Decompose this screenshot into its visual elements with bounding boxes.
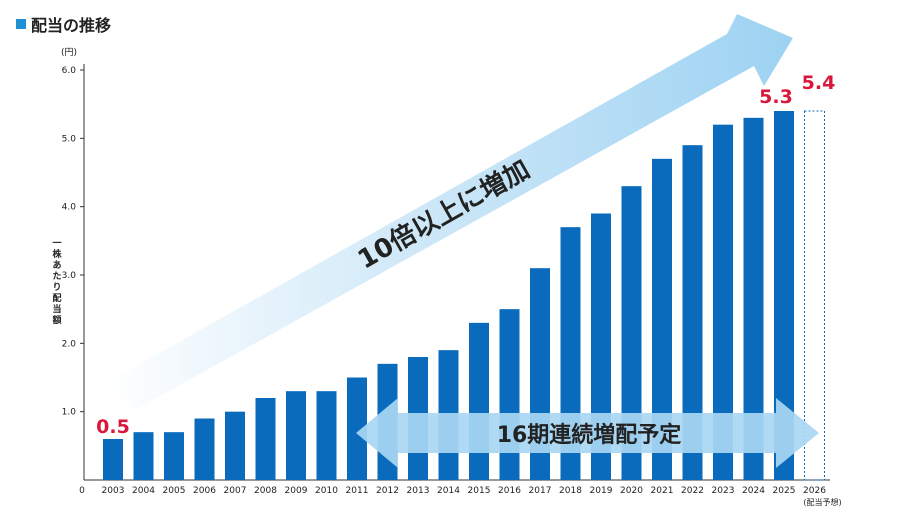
x-tick-label: 2012 [376, 486, 399, 496]
forecast-note: (配当予想) [803, 497, 841, 507]
y-tick-label: 4.0 [62, 203, 77, 213]
y-tick-label: 1.0 [62, 408, 77, 418]
y-axis-label: 一株あたり配当額 [51, 239, 62, 326]
x-tick-label: 2010 [315, 486, 338, 496]
x-tick-label: 2022 [681, 486, 704, 496]
y-tick-label: 5.0 [62, 134, 77, 144]
x-tick-label: 2019 [590, 486, 613, 496]
x-tick-label: 2007 [224, 486, 247, 496]
bar-2022 [682, 145, 703, 480]
bar-2003 [103, 439, 123, 480]
title-square-icon [16, 19, 26, 29]
growth-arrow-shape [104, 14, 793, 410]
bar-2006 [194, 418, 215, 480]
x-tick-label: 2011 [346, 486, 369, 496]
x-tick-label: 2023 [712, 486, 735, 496]
x-tick-label: 2026 [803, 486, 826, 496]
bar-2015 [469, 322, 489, 480]
streak-arrow-shape [356, 398, 819, 468]
last-value-label: 5.3 [759, 86, 793, 108]
forecast-value-label: 5.4 [802, 72, 836, 94]
x-tick-label: 2020 [620, 486, 643, 496]
bar-2010 [316, 391, 337, 480]
y-tick-label: 6.0 [62, 66, 77, 76]
bar-2008 [255, 398, 276, 480]
x-tick-label: 2015 [468, 486, 491, 496]
x-tick-label: 2017 [529, 486, 552, 496]
bar-2007 [225, 411, 245, 480]
x-tick-label: 2013 [407, 486, 430, 496]
bar-2024 [743, 117, 764, 480]
x-tick-label: 2021 [651, 486, 674, 496]
x-tick-label: 2009 [285, 486, 308, 496]
y-tick-label: 2.0 [62, 339, 77, 349]
bar-2016 [499, 309, 520, 480]
streak-arrow-text: 16期連続増配予定 [497, 422, 682, 448]
bar-2004 [133, 432, 154, 480]
bar-2021 [652, 158, 672, 481]
bar-2005 [164, 432, 184, 480]
y-unit-label: (円) [61, 47, 77, 58]
bar-2011 [347, 377, 367, 480]
x-tick-label: 2008 [254, 486, 277, 496]
x-tick-label: 2024 [742, 486, 765, 496]
x-tick-label: 2018 [559, 486, 582, 496]
x-tick-label: 2006 [193, 486, 216, 496]
x-tick-label: 2005 [163, 486, 186, 496]
bar-2025 [774, 111, 794, 480]
first-value-label: 0.5 [96, 416, 130, 438]
growth-arrow-text: 10倍以上に増加 [353, 154, 536, 276]
y-tick-label: 3.0 [62, 271, 77, 281]
x-tick-label: 2003 [102, 486, 125, 496]
bar-2009 [286, 391, 306, 480]
forecast-bar [804, 110, 825, 481]
y-zero-label: 0 [79, 486, 85, 496]
x-tick-label: 2016 [498, 486, 521, 496]
x-tick-label: 2004 [132, 486, 155, 496]
chart-title: 配当の推移 [16, 12, 111, 36]
x-tick-label: 2025 [773, 486, 796, 496]
x-tick-label: 2014 [437, 486, 460, 496]
bar-2020 [621, 186, 642, 480]
bar-2023 [713, 124, 733, 481]
chart-title-text: 配当の推移 [31, 16, 112, 35]
